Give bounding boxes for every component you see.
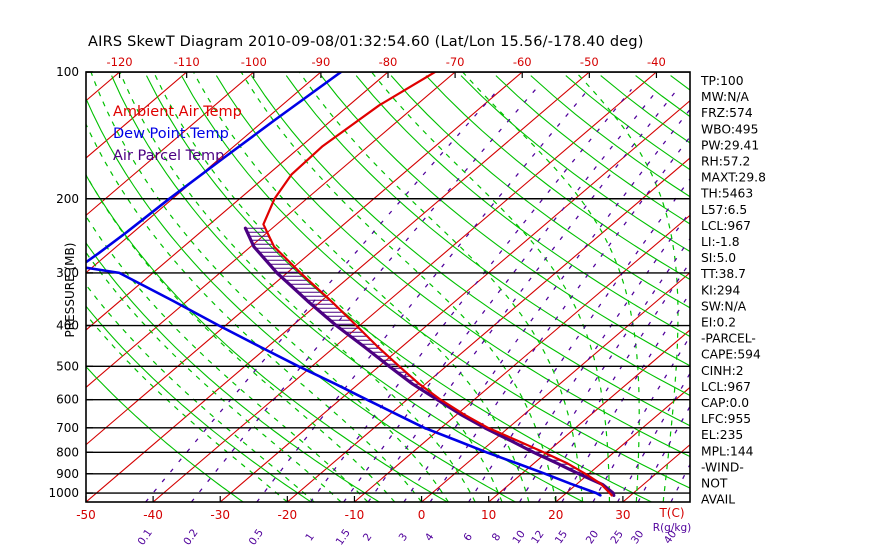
info-row: RH:57.2 — [701, 155, 750, 169]
pressure-tick-label: 700 — [56, 421, 79, 435]
pressure-tick-label: 600 — [56, 393, 79, 407]
top-temp-tick-label: -80 — [379, 55, 398, 69]
pressure-tick-label: 800 — [56, 445, 79, 459]
bottom-temp-tick-label: -50 — [76, 508, 96, 522]
bottom-temp-tick-label: 30 — [615, 508, 630, 522]
plot-frame — [85, 71, 691, 503]
info-row: LFC:955 — [701, 412, 751, 426]
bottom-temp-tick-label: -40 — [143, 508, 163, 522]
top-temp-tick-label: -70 — [446, 55, 465, 69]
legend-item-2: Dew Point Temp — [113, 126, 229, 142]
pressure-tick-label: 900 — [56, 467, 79, 481]
info-row: -WIND- — [701, 460, 744, 474]
bottom-temp-tick-label: -10 — [345, 508, 365, 522]
top-temperature-labels: -120 -110 -100 -90 -80 -70 -60 -50 -40 — [107, 55, 666, 69]
info-row: MW:N/A — [701, 90, 750, 104]
top-temp-tick-label: -60 — [513, 55, 532, 69]
top-temp-tick-label: -40 — [647, 55, 666, 69]
top-temp-tick-label: -100 — [241, 55, 267, 69]
info-row: MPL:144 — [701, 444, 754, 458]
bottom-temperature-labels: -50 -40 -30 -20 -10 0 10 20 30 — [76, 508, 630, 522]
pressure-tick-label: 500 — [56, 359, 79, 373]
info-row: FRZ:574 — [701, 106, 753, 120]
info-row: EI:0.2 — [701, 316, 736, 330]
legend-item-1: Ambient Air Temp — [113, 104, 242, 120]
mixing-ratio-axis-title: R(g/kg) — [653, 522, 691, 534]
info-row: CAPE:594 — [701, 348, 761, 362]
isotherm-lines — [86, 72, 690, 502]
x-axis-title: T(C) — [658, 506, 684, 520]
top-temp-tick-label: -50 — [580, 55, 599, 69]
info-row: MAXT:29.8 — [701, 171, 766, 185]
info-row: NOT — [701, 477, 728, 491]
dry-adiabat-lines — [86, 75, 690, 502]
y-axis-title: PRESSURE (MB) — [63, 243, 77, 338]
top-temp-tick-label: -90 — [311, 55, 330, 69]
info-row: WBO:495 — [701, 122, 758, 136]
info-row: TH:5463 — [700, 187, 753, 201]
pressure-tick-label: 400 — [56, 319, 79, 333]
info-row: -PARCEL- — [701, 332, 756, 346]
info-row: EL:235 — [701, 428, 743, 442]
info-row: PW:29.41 — [701, 138, 759, 152]
top-temp-tick-label: -120 — [107, 55, 133, 69]
info-row: KI:294 — [701, 283, 740, 297]
chart-legend: Ambient Air Temp Dew Point Temp Air Parcel… — [113, 104, 242, 164]
bottom-temp-tick-label: 0 — [418, 508, 426, 522]
bottom-temp-tick-label: 20 — [548, 508, 563, 522]
info-row: LI:-1.8 — [701, 235, 740, 249]
mixing-ratio-lines — [145, 88, 690, 502]
legend-item-3: Air Parcel Temp — [113, 148, 224, 164]
pressure-tick-label: 100 — [56, 65, 79, 79]
info-row: CAP:0.0 — [701, 396, 749, 410]
info-row: SW:N/A — [701, 299, 747, 313]
pressure-tick-label: 1000 — [48, 486, 79, 500]
info-row: SI:5.0 — [701, 251, 736, 265]
info-row: TT:38.7 — [700, 267, 746, 281]
info-row: LCL:967 — [701, 380, 751, 394]
sounding-curves — [86, 72, 616, 497]
info-row: L57:6.5 — [701, 203, 747, 217]
moist-adiabat-lines — [86, 72, 690, 502]
axis-ticks — [85, 71, 658, 502]
bottom-temp-tick-label: -30 — [210, 508, 230, 522]
info-row: CINH:2 — [701, 364, 744, 378]
pressure-labels: 100 200 300 400 500 600 700 800 900 1000 — [48, 65, 79, 500]
pressure-tick-label: 300 — [56, 266, 79, 280]
info-row: LCL:967 — [701, 219, 751, 233]
pressure-tick-label: 200 — [56, 192, 79, 206]
info-row: AVAIL — [701, 493, 735, 507]
bottom-temp-tick-label: 10 — [481, 508, 496, 522]
bottom-temp-tick-label: -20 — [278, 508, 298, 522]
info-panel: TP:100 MW:N/A FRZ:574 WBO:495 PW:29.41 RH:57.… — [700, 74, 766, 507]
chart-title: AIRS SkewT Diagram 2010-09-08/01:32:54.6… — [88, 34, 644, 50]
top-temp-tick-label: -110 — [174, 55, 200, 69]
info-row: TP:100 — [700, 74, 744, 88]
